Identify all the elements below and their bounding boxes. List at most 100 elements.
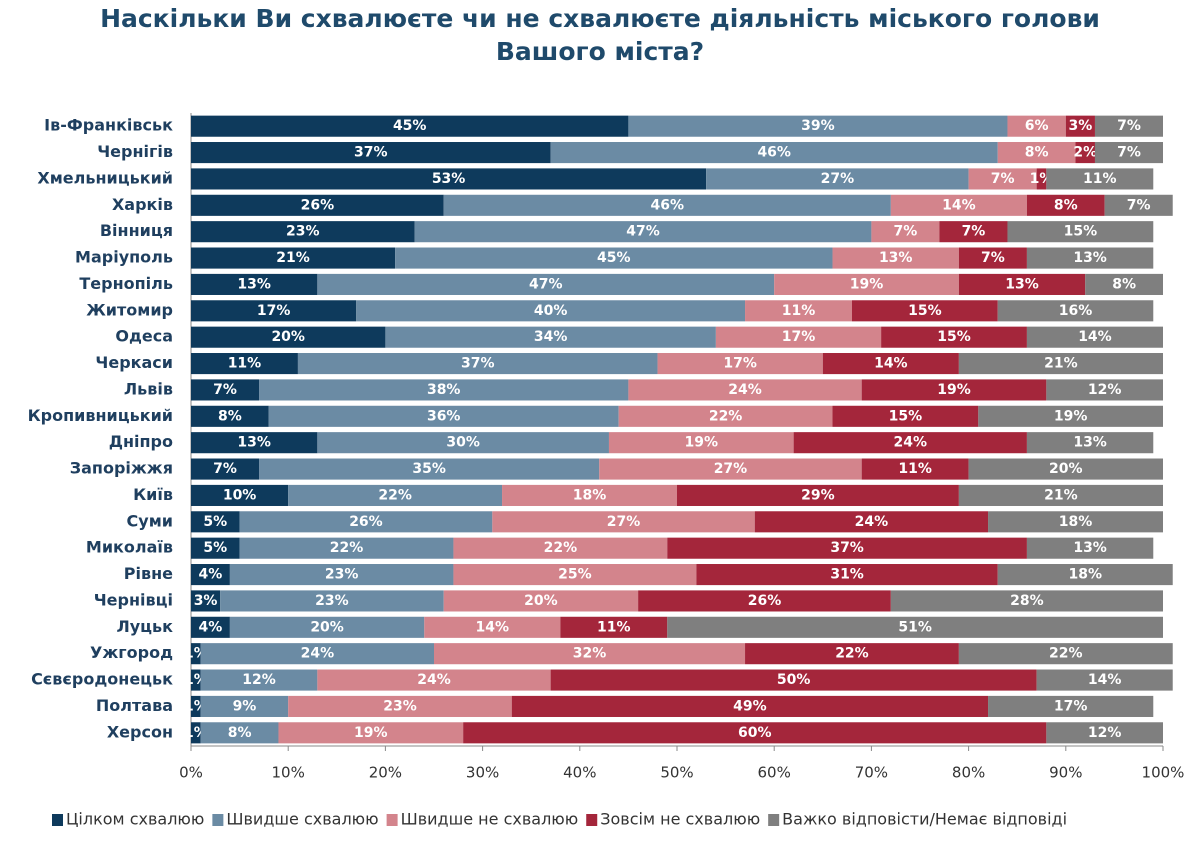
y-tick-label: Одеса: [115, 327, 173, 346]
value-label: 17%: [782, 329, 816, 345]
value-label: 21%: [1044, 356, 1078, 372]
bar-segment: [443, 590, 639, 612]
bar-segment: [638, 590, 891, 612]
value-label: 45%: [597, 250, 631, 266]
bar-segment: [191, 273, 318, 295]
value-label: 11%: [782, 303, 816, 319]
bar-segment: [191, 564, 230, 586]
value-label: 23%: [325, 567, 359, 583]
value-label: 7%: [213, 461, 237, 477]
bar-segment: [628, 115, 1008, 137]
value-label: 40%: [534, 303, 568, 319]
bar-segment: [1046, 722, 1163, 744]
value-label: 13%: [1073, 435, 1107, 451]
bar-segment: [191, 590, 221, 612]
value-label: 13%: [237, 276, 271, 292]
bar-segment: [997, 564, 1173, 586]
bar-segment: [191, 643, 201, 665]
bar-segment: [997, 300, 1154, 322]
value-label: 16%: [1059, 303, 1093, 319]
y-tick-label: Херсон: [107, 722, 173, 741]
value-label: 24%: [417, 672, 451, 688]
bar-segment: [618, 405, 833, 427]
bar-segment: [385, 326, 716, 348]
bar-segment: [200, 695, 289, 717]
value-label: 34%: [534, 329, 568, 345]
bar-segment: [239, 511, 493, 533]
bar-segment: [356, 300, 746, 322]
bar-segment: [988, 511, 1163, 533]
bar-segment: [754, 511, 989, 533]
value-label: 13%: [879, 250, 913, 266]
bar-segment: [968, 458, 1163, 480]
bar-segment: [706, 168, 969, 190]
bar-segment: [453, 564, 697, 586]
value-label: 23%: [383, 698, 417, 714]
bar-segment: [881, 326, 1027, 348]
value-label: 10%: [223, 487, 257, 503]
value-label: 14%: [942, 197, 976, 213]
bar-segment: [550, 669, 1037, 691]
value-label: 29%: [801, 487, 835, 503]
bar-segment: [1026, 537, 1154, 559]
bar-segment: [443, 194, 891, 216]
bar-segment: [696, 564, 998, 586]
y-tick-label: Миколаїв: [86, 538, 173, 557]
bar-segment: [414, 221, 872, 243]
y-tick-label: Запоріжжя: [70, 459, 173, 478]
y-tick-label: Хмельницький: [37, 168, 173, 187]
chart-title: Наскільки Ви схвалюєте чи не схвалюєте д…: [100, 4, 1100, 66]
value-label: 47%: [529, 276, 563, 292]
bar-segment: [268, 405, 619, 427]
bar-segment: [774, 273, 959, 295]
bar-segment: [317, 669, 551, 691]
bar-segment: [1065, 115, 1095, 137]
bar-segment: [822, 353, 959, 375]
value-label: 15%: [1064, 224, 1098, 240]
bar-segment: [200, 643, 434, 665]
bar-segment: [191, 142, 551, 164]
bar-segment: [492, 511, 755, 533]
value-label: 19%: [850, 276, 884, 292]
bar-segment: [229, 564, 454, 586]
value-label: 2%: [1073, 145, 1097, 161]
value-label: 13%: [1005, 276, 1039, 292]
value-label: 23%: [286, 224, 320, 240]
bar-segment: [1075, 142, 1095, 164]
value-label: 13%: [237, 435, 271, 451]
bar-segment: [317, 432, 609, 454]
y-tick-label: Черкаси: [95, 353, 173, 372]
value-label: 3%: [1068, 118, 1092, 134]
value-label: 19%: [354, 725, 388, 741]
value-label: 14%: [1088, 672, 1122, 688]
value-label: 46%: [757, 145, 791, 161]
bar-segment: [997, 142, 1076, 164]
value-label: 11%: [1083, 171, 1117, 187]
value-label: 13%: [1073, 540, 1107, 556]
x-tick-label: 10%: [272, 764, 305, 782]
bar-segment: [745, 643, 959, 665]
bar-segment: [191, 432, 318, 454]
value-label: 51%: [898, 619, 932, 635]
value-label: 36%: [427, 408, 461, 424]
bar-segment: [958, 484, 1163, 506]
value-label: 46%: [651, 197, 685, 213]
value-label: 22%: [544, 540, 578, 556]
value-label: 20%: [524, 593, 558, 609]
bar-segment: [259, 458, 600, 480]
bar-segment: [453, 537, 668, 559]
value-label: 14%: [1078, 329, 1112, 345]
y-tick-label: Дніпро: [109, 432, 173, 451]
bar-segment: [191, 405, 269, 427]
bar-segment: [1036, 669, 1173, 691]
bar-segment: [259, 379, 629, 401]
bar-segment: [715, 326, 882, 348]
bar-segment: [1085, 273, 1163, 295]
value-label: 14%: [476, 619, 510, 635]
value-label: 15%: [908, 303, 942, 319]
value-label: 37%: [461, 356, 495, 372]
value-label: 18%: [1059, 514, 1093, 530]
bar-segment: [288, 484, 503, 506]
value-label: 20%: [271, 329, 305, 345]
value-label: 31%: [830, 567, 864, 583]
